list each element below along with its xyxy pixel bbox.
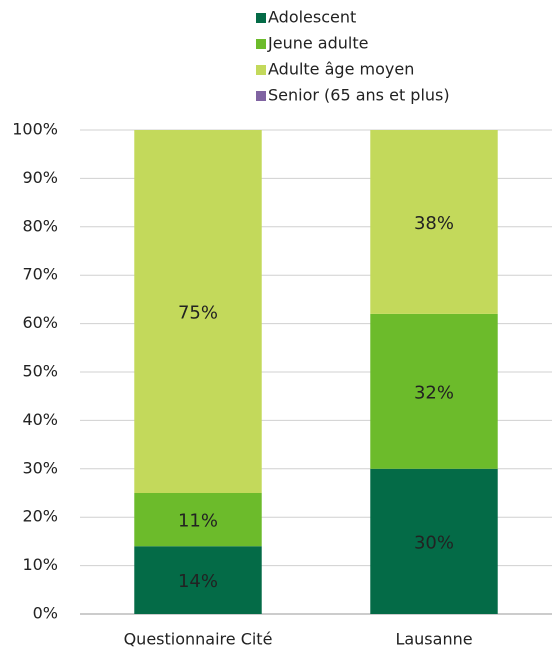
legend-label: Adolescent xyxy=(268,8,356,27)
bar-segment xyxy=(134,546,262,614)
x-tick-label: Questionnaire Cité xyxy=(124,630,273,649)
legend-swatch xyxy=(256,91,266,101)
bar-segment xyxy=(134,493,262,547)
legend-swatch xyxy=(256,39,266,49)
bar-segment xyxy=(370,130,498,314)
y-tick-label: 70% xyxy=(22,265,58,284)
data-label: 14% xyxy=(178,571,218,592)
data-label: 75% xyxy=(178,303,218,324)
data-label: 30% xyxy=(414,532,454,553)
y-tick-label: 90% xyxy=(22,168,58,187)
bar-segment xyxy=(370,313,498,469)
y-tick-label: 60% xyxy=(22,313,58,332)
y-tick-label: 100% xyxy=(12,120,58,139)
y-tick-label: 20% xyxy=(22,507,58,526)
y-tick-label: 30% xyxy=(22,458,58,477)
x-tick-label: Lausanne xyxy=(395,630,472,649)
y-tick-label: 50% xyxy=(22,362,58,381)
y-tick-label: 40% xyxy=(22,410,58,429)
y-tick-label: 80% xyxy=(22,216,58,235)
data-label: 32% xyxy=(414,382,454,403)
y-tick-label: 10% xyxy=(22,555,58,574)
legend-swatch xyxy=(256,13,266,23)
data-label: 38% xyxy=(414,213,454,234)
bar-segment xyxy=(134,130,262,493)
legend-label: Senior (65 ans et plus) xyxy=(268,86,450,105)
legend-label: Adulte âge moyen xyxy=(268,60,414,79)
legend-label: Jeune adulte xyxy=(267,34,368,53)
legend-swatch xyxy=(256,65,266,75)
y-tick-label: 0% xyxy=(33,604,58,623)
bar-segment xyxy=(370,468,498,614)
data-label: 11% xyxy=(178,511,218,532)
